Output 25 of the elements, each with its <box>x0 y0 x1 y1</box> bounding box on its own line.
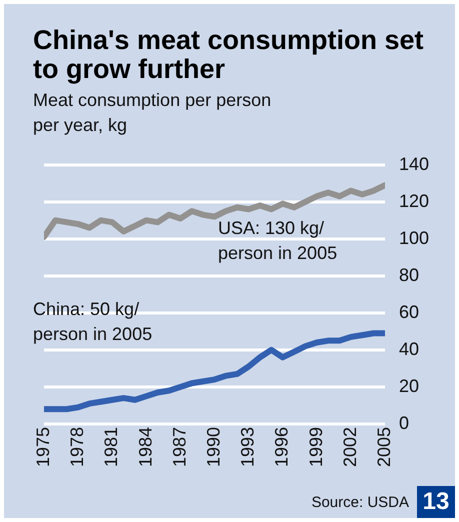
x-tick-label: 2005 <box>374 426 394 468</box>
y-axis-title: Meat consumption per person per year, kg <box>33 89 272 137</box>
y-tick-label: 100 <box>399 228 430 248</box>
annotation: USA: 130 kg/ person in 2005 <box>218 217 338 265</box>
y-tick-label: 140 <box>399 154 430 174</box>
y-tick-label: 40 <box>399 338 420 359</box>
y-tick-label: 60 <box>399 302 420 322</box>
x-tick-label: 1999 <box>306 426 326 468</box>
x-tick-label: 1981 <box>101 426 122 468</box>
text: 13 <box>417 486 455 518</box>
x-tick-label: 1984 <box>135 426 156 468</box>
x-tick-label: 1993 <box>238 426 258 468</box>
x-tick-label: 1987 <box>169 426 190 468</box>
annotation: China: 50 kg/ person in 2005 <box>33 298 152 346</box>
y-tick-label: 120 <box>399 190 430 211</box>
x-tick-label: 1990 <box>203 426 224 468</box>
y-tick-label: 0 <box>399 412 410 433</box>
x-tick-label: 1996 <box>272 426 292 468</box>
chart-title: China's meat consumption set to grow further <box>33 25 424 84</box>
y-tick-label: 80 <box>399 264 420 285</box>
x-tick-label: 1975 <box>32 426 53 468</box>
x-tick-label: 1978 <box>67 426 88 468</box>
x-tick-label: 2002 <box>340 426 360 468</box>
source-note: Source: USDA <box>311 494 409 512</box>
y-tick-label: 20 <box>399 376 420 396</box>
